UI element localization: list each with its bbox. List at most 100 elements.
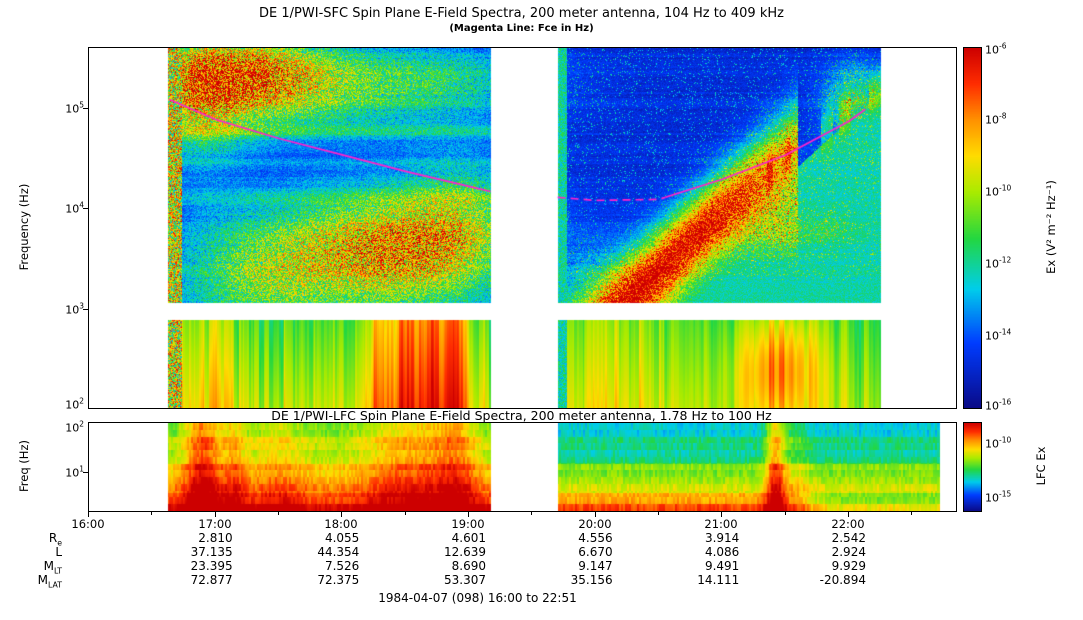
ephemeris-value: 14.111 <box>697 573 740 587</box>
lfc-y-axis-tick <box>83 472 88 473</box>
ephemeris-row-label: MLAT <box>0 573 62 589</box>
ephemeris-value: 4.086 <box>704 545 740 559</box>
sfc-colorbar-tick-label: 10-16 <box>985 398 1011 413</box>
tick-exp: 2 <box>79 396 84 406</box>
ephemeris-row-label: L <box>0 545 62 561</box>
ephemeris-value: 37.135 <box>190 545 233 559</box>
x-axis-minor-tick <box>911 512 912 515</box>
ephemeris-value: 23.395 <box>190 559 233 573</box>
ephemeris-value: 72.877 <box>190 573 233 587</box>
ephemeris-value: 4.601 <box>451 531 486 545</box>
sfc-colorbar-tick-label: 10-14 <box>985 328 1011 343</box>
x-tick-label: 17:00 <box>198 517 232 531</box>
x-tick-label: 21:00 <box>704 517 738 531</box>
tick-exp: 4 <box>79 200 84 210</box>
tick-base: 10 <box>65 398 80 412</box>
x-axis-tick <box>341 512 342 517</box>
sfc-spectrogram-canvas <box>89 48 956 408</box>
row-label-main: L <box>55 545 62 559</box>
ephemeris-value: 35.156 <box>570 573 613 587</box>
lfc-spectrogram-canvas <box>89 423 956 511</box>
tick-exp: 5 <box>79 100 84 110</box>
x-axis-minor-tick <box>405 512 406 515</box>
x-tick-label: 16:00 <box>71 517 105 531</box>
x-axis-minor-tick <box>151 512 152 515</box>
tick-exp: -15 <box>999 489 1012 499</box>
sfc-y-tick-label: 102 <box>40 397 84 412</box>
x-axis-minor-tick <box>658 512 659 515</box>
tick-exp: 3 <box>79 301 84 311</box>
ephemeris-value: 2.810 <box>198 531 233 545</box>
x-axis-tick <box>848 512 849 517</box>
tick-exp: 1 <box>79 464 84 474</box>
tick-base: 10 <box>65 202 80 216</box>
row-label-sub: LT <box>53 566 62 576</box>
tick-exp: -10 <box>999 183 1012 193</box>
tick-exp: -14 <box>999 327 1012 337</box>
sfc-spectrogram-panel <box>88 47 957 409</box>
ephemeris-value: 6.670 <box>578 545 613 559</box>
ephemeris-value: 9.147 <box>578 559 613 573</box>
tick-base: 10 <box>985 257 999 271</box>
tick-exp: -8 <box>999 111 1007 121</box>
sfc-y-tick-label: 104 <box>40 201 84 216</box>
sfc-colorbar-label: Ex (V² m⁻² Hz⁻¹) <box>1044 180 1058 274</box>
row-label-sub: e <box>57 538 62 548</box>
lfc-y-tick-label: 101 <box>40 465 84 480</box>
sfc-y-axis-tick <box>83 309 88 310</box>
sfc-colorbar-tick-label: 10-12 <box>985 256 1011 271</box>
x-tick-label: 19:00 <box>451 517 485 531</box>
tick-base: 10 <box>985 113 999 127</box>
lfc-colorbar-tick-label: 10-15 <box>985 490 1011 505</box>
x-axis-tick <box>215 512 216 517</box>
ephemeris-value: 9.929 <box>831 559 866 573</box>
lfc-colorbar-tick-label: 10-10 <box>985 436 1011 451</box>
ephemeris-value: 2.542 <box>831 531 866 545</box>
lfc-title: DE 1/PWI-LFC Spin Plane E-Field Spectra,… <box>271 408 772 423</box>
lfc-colorbar-canvas <box>964 423 981 511</box>
tick-exp: -16 <box>999 397 1012 407</box>
ephemeris-row-label: Re <box>0 531 62 547</box>
ephemeris-value: 7.526 <box>324 559 360 573</box>
sfc-y-tick-label: 103 <box>40 302 84 317</box>
row-label-main: M <box>37 573 48 587</box>
tick-base: 10 <box>985 437 999 451</box>
lfc-colorbar-label: LFC Ex <box>1034 446 1048 486</box>
ephemeris-value: -20.894 <box>819 573 866 587</box>
sfc-colorbar <box>963 47 982 409</box>
tick-exp: -10 <box>999 435 1012 445</box>
lfc-spectrogram-panel <box>88 422 957 512</box>
tick-base: 10 <box>65 466 80 480</box>
tick-base: 10 <box>985 491 999 505</box>
ephemeris-value: 44.354 <box>317 545 360 559</box>
ephemeris-value: 72.375 <box>317 573 360 587</box>
tick-base: 10 <box>985 329 999 343</box>
ephemeris-value: 8.690 <box>451 559 486 573</box>
sfc-colorbar-canvas <box>964 48 981 408</box>
row-label-main: R <box>48 531 58 545</box>
sfc-subtitle: (Magenta Line: Fce in Hz) <box>449 23 594 34</box>
x-tick-label: 22:00 <box>831 517 865 531</box>
x-axis-tick <box>595 512 596 517</box>
sfc-y-tick-label: 105 <box>40 101 84 116</box>
x-tick-label: 18:00 <box>324 517 358 531</box>
lfc-y-axis-label: Freq (Hz) <box>17 440 31 492</box>
tick-base: 10 <box>65 102 80 116</box>
row-label-sub: LAT <box>47 580 62 590</box>
ephemeris-row-label: MLT <box>0 559 62 575</box>
sfc-title: DE 1/PWI-SFC Spin Plane E-Field Spectra,… <box>259 6 784 21</box>
x-axis-tick <box>88 512 89 517</box>
tick-base: 10 <box>985 43 999 57</box>
sfc-colorbar-tick-label: 10-8 <box>985 112 1006 127</box>
tick-base: 10 <box>65 303 80 317</box>
tick-exp: -12 <box>999 255 1012 265</box>
ephemeris-value: 53.307 <box>443 573 486 587</box>
ephemeris-value: 3.914 <box>704 531 740 545</box>
ephemeris-value: 4.055 <box>324 531 360 545</box>
sfc-colorbar-tick-label: 10-6 <box>985 42 1006 57</box>
sfc-y-axis-label: Frequency (Hz) <box>17 183 31 271</box>
x-axis-tick <box>721 512 722 517</box>
x-tick-label: 20:00 <box>578 517 612 531</box>
lfc-colorbar <box>963 422 982 512</box>
